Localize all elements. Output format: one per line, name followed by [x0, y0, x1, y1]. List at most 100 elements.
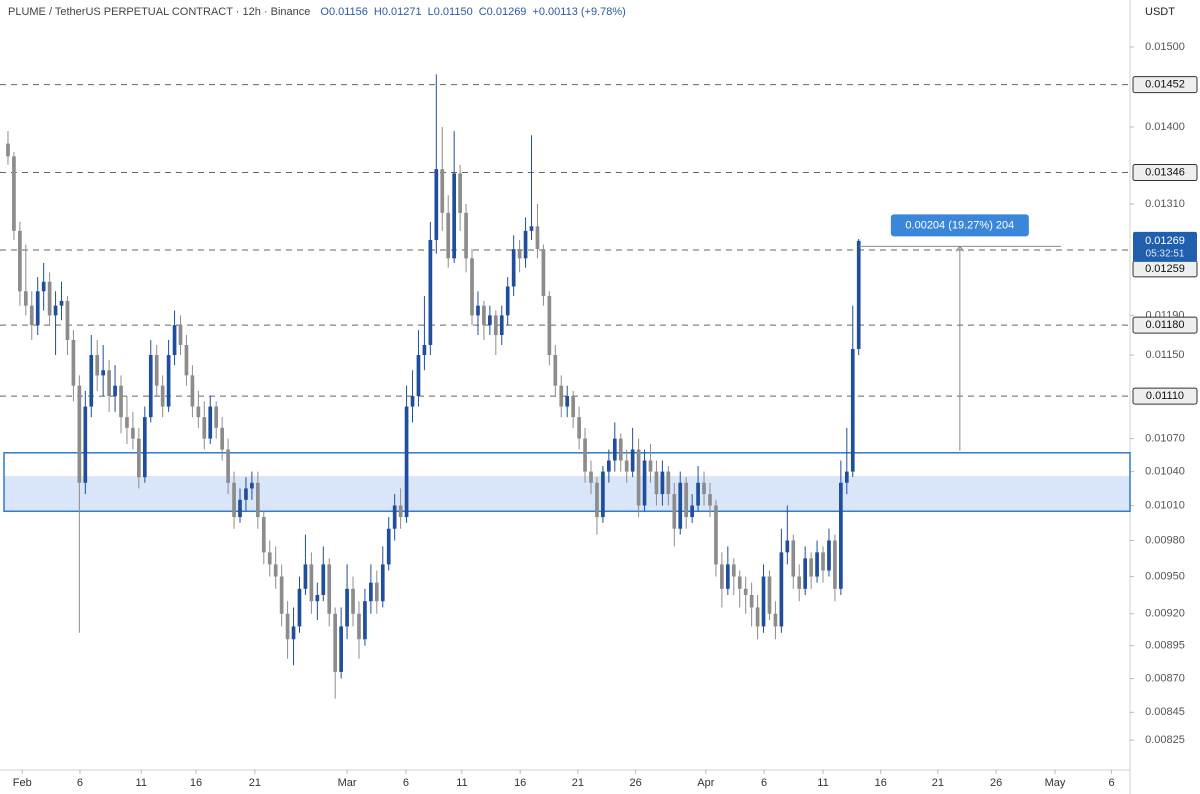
candle-body	[422, 344, 427, 356]
x-tick-label: Apr	[697, 777, 714, 789]
candle-body	[601, 471, 605, 518]
header-ohlc: L0.01150	[428, 6, 473, 18]
candle-body	[303, 564, 308, 589]
candle-body	[374, 582, 379, 602]
header-ohlc: H0.01271	[374, 6, 422, 18]
y-tick-label: 0.01310	[1145, 198, 1185, 210]
candle-body	[369, 582, 373, 602]
candle-body	[291, 626, 296, 640]
candle-body	[607, 460, 611, 472]
candle-body	[380, 564, 385, 602]
x-tick-label: 26	[990, 777, 1002, 789]
candle-body	[648, 460, 653, 472]
candle-body	[261, 517, 266, 553]
candle-body	[535, 226, 540, 250]
candle-body	[142, 417, 147, 478]
candle-body	[821, 552, 825, 571]
measure-arrowhead	[955, 245, 965, 252]
candle-body	[53, 305, 58, 316]
candle-body	[797, 576, 802, 589]
candle-body	[737, 576, 742, 589]
x-tick-label: 16	[875, 777, 887, 789]
y-tick-label: 0.00980	[1145, 534, 1185, 546]
level-label-box	[1132, 316, 1198, 334]
candle-body	[154, 355, 159, 386]
countdown-label: 05:32:51	[1146, 248, 1185, 259]
candle-body	[755, 607, 760, 627]
candle-body	[95, 355, 100, 376]
candle-body	[12, 156, 16, 231]
candle-body	[351, 588, 355, 614]
candle-body	[731, 564, 736, 577]
candle-body	[470, 258, 474, 316]
candle-body	[773, 613, 778, 627]
candle-body	[333, 613, 338, 672]
candle-body	[589, 471, 593, 483]
candle-body	[511, 249, 516, 287]
candle-body	[357, 613, 361, 640]
candle-body	[178, 325, 183, 345]
candle-body	[761, 576, 766, 627]
candle-body	[160, 385, 165, 407]
candle-body	[77, 385, 82, 483]
candle-body	[410, 396, 415, 407]
candle-body	[131, 427, 135, 439]
candle-body	[113, 385, 117, 397]
candle-body	[327, 564, 332, 614]
x-tick-label: 11	[136, 777, 147, 789]
candle-body	[285, 613, 290, 640]
candle-body	[125, 417, 129, 428]
candle-body	[684, 482, 689, 518]
candle-body	[493, 315, 498, 336]
candle-body	[220, 427, 224, 450]
candle-body	[833, 540, 837, 589]
candle-body	[815, 552, 819, 577]
y-tick-label: 0.01010	[1145, 499, 1185, 511]
candle-body	[47, 281, 52, 316]
candle-body	[250, 482, 254, 489]
y-tick-label: 0.01070	[1145, 433, 1185, 445]
y-tick-label: 0.00845	[1145, 706, 1185, 718]
candle-body	[577, 417, 581, 439]
candle-body	[702, 482, 706, 495]
candle-body	[725, 564, 730, 589]
candle-body	[339, 626, 343, 672]
candle-body	[238, 499, 242, 518]
candle-body	[71, 339, 76, 386]
candle-body	[583, 438, 587, 472]
candle-body	[101, 370, 106, 376]
candle-body	[827, 540, 831, 571]
y-tick-label: 0.00870	[1145, 672, 1185, 684]
candle-body	[196, 406, 201, 418]
candle-body	[791, 540, 796, 577]
candle-body	[440, 169, 445, 213]
candle-body	[18, 230, 22, 292]
candle-body	[166, 355, 171, 407]
candle-body	[559, 385, 564, 407]
y-tick-label: 0.00895	[1145, 640, 1185, 652]
candle-body	[678, 482, 683, 529]
candle-body	[315, 594, 320, 602]
candle-body	[517, 249, 522, 259]
level-label: 0.01110	[1146, 390, 1184, 402]
candle-body	[137, 438, 141, 478]
candle-body	[844, 471, 849, 483]
x-tick-label: 11	[817, 777, 828, 789]
level-label-box	[1132, 76, 1198, 94]
candle-body	[89, 355, 94, 407]
candle-body	[696, 482, 700, 506]
candle-body	[850, 348, 855, 472]
candle-body	[119, 385, 123, 418]
x-tick-label: 21	[249, 777, 261, 789]
level-label-box	[1132, 164, 1198, 182]
x-tick-label: 11	[456, 777, 467, 789]
measure-label-box	[890, 214, 1029, 237]
x-tick-label: 16	[514, 777, 526, 789]
candle-body	[618, 438, 623, 461]
candle-body	[29, 305, 34, 326]
candle-body	[523, 230, 528, 259]
candle-body	[529, 226, 534, 231]
header-ohlc: O0.01156	[320, 6, 368, 18]
candle-body	[386, 528, 391, 565]
